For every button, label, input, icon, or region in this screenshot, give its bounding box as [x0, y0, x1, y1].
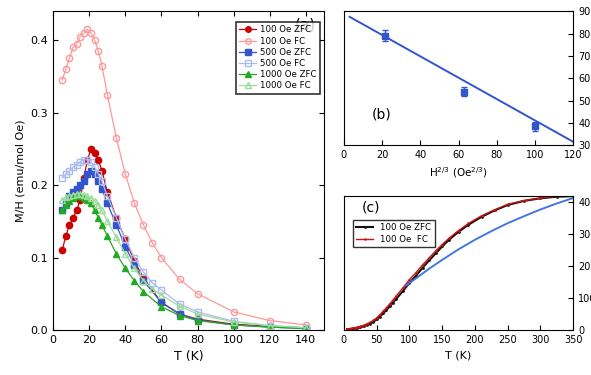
- 100 Oe  FC: [353, 325, 361, 330]
- 100 Oe ZFC: [432, 251, 439, 256]
- 100 Oe  FC: [350, 326, 357, 330]
- 100 Oe ZFC: [400, 289, 407, 293]
- 100 Oe ZFC: [439, 244, 446, 249]
- 100 Oe ZFC: [347, 327, 354, 331]
- 100 Oe  FC: [426, 256, 433, 260]
- 100 Oe ZFC: [478, 214, 485, 219]
- 100 Oe  FC: [455, 228, 462, 233]
- 100 Oe  FC: [360, 323, 367, 328]
- 100 Oe ZFC: [357, 325, 364, 329]
- 100 Oe ZFC: [465, 222, 472, 227]
- 100 Oe  FC: [537, 196, 544, 200]
- Text: (c): (c): [362, 200, 381, 214]
- 100 Oe  FC: [504, 202, 511, 207]
- 100 Oe ZFC: [353, 326, 361, 330]
- 100 Oe  FC: [445, 236, 452, 241]
- Legend: 100 Oe ZFC, 100 Oe FC, 500 Oe ZFC, 500 Oe FC, 1000 Oe ZFC, 1000 Oe FC: 100 Oe ZFC, 100 Oe FC, 500 Oe ZFC, 500 O…: [235, 22, 320, 94]
- 100 Oe  FC: [359, 324, 366, 328]
- 100 Oe ZFC: [504, 203, 511, 207]
- 100 Oe  FC: [370, 318, 377, 322]
- 100 Oe  FC: [379, 309, 387, 314]
- 100 Oe  FC: [406, 278, 413, 282]
- 100 Oe ZFC: [355, 325, 362, 330]
- X-axis label: T (K): T (K): [446, 350, 472, 360]
- 100 Oe ZFC: [521, 199, 528, 203]
- 100 Oe ZFC: [570, 194, 577, 198]
- 100 Oe ZFC: [537, 196, 544, 201]
- 100 Oe ZFC: [491, 208, 498, 213]
- 100 Oe ZFC: [386, 304, 393, 309]
- 100 Oe ZFC: [352, 326, 359, 330]
- 100 Oe  FC: [346, 327, 353, 331]
- 100 Oe  FC: [373, 316, 380, 320]
- 100 Oe  FC: [465, 221, 472, 226]
- 100 Oe ZFC: [379, 311, 387, 316]
- 100 Oe  FC: [363, 322, 371, 326]
- 100 Oe ZFC: [370, 320, 377, 324]
- 100 Oe ZFC: [359, 324, 366, 329]
- 100 Oe  FC: [521, 198, 528, 203]
- 100 Oe ZFC: [343, 327, 350, 332]
- Y-axis label: M/H (emu/mol Oe): M/H (emu/mol Oe): [15, 119, 25, 222]
- 100 Oe  FC: [393, 294, 400, 298]
- Text: (b): (b): [371, 107, 391, 121]
- 100 Oe  FC: [553, 194, 560, 199]
- 100 Oe  FC: [389, 298, 397, 302]
- 100 Oe  FC: [478, 214, 485, 218]
- 100 Oe ZFC: [393, 297, 400, 301]
- 100 Oe  FC: [419, 263, 426, 267]
- 100 Oe  FC: [439, 242, 446, 247]
- 100 Oe  FC: [347, 327, 354, 331]
- 100 Oe ZFC: [445, 238, 452, 242]
- 100 Oe ZFC: [366, 321, 374, 326]
- 100 Oe  FC: [383, 305, 390, 310]
- 100 Oe  FC: [386, 302, 393, 306]
- 100 Oe  FC: [491, 207, 498, 212]
- 100 Oe ZFC: [426, 258, 433, 263]
- 100 Oe ZFC: [389, 300, 397, 305]
- 100 Oe  FC: [343, 327, 350, 332]
- 100 Oe  FC: [400, 286, 407, 290]
- 100 Oe  FC: [357, 324, 364, 329]
- 100 Oe ZFC: [553, 195, 560, 199]
- 100 Oe  FC: [376, 312, 384, 317]
- 100 Oe ZFC: [363, 322, 371, 327]
- X-axis label: H$^{2/3}$ (Oe$^{2/3}$): H$^{2/3}$ (Oe$^{2/3}$): [429, 166, 488, 180]
- 100 Oe  FC: [413, 270, 420, 275]
- Line: 100 Oe  FC: 100 Oe FC: [346, 195, 574, 330]
- 100 Oe ZFC: [413, 273, 420, 278]
- 100 Oe ZFC: [348, 327, 355, 331]
- 100 Oe  FC: [432, 249, 439, 253]
- 100 Oe ZFC: [376, 314, 384, 319]
- 100 Oe ZFC: [346, 327, 353, 331]
- 100 Oe  FC: [570, 194, 577, 198]
- 100 Oe ZFC: [455, 230, 462, 234]
- Line: 100 Oe ZFC: 100 Oe ZFC: [346, 195, 574, 331]
- 100 Oe  FC: [348, 326, 355, 331]
- X-axis label: T (K): T (K): [174, 350, 203, 363]
- 100 Oe ZFC: [383, 308, 390, 312]
- 100 Oe ZFC: [406, 280, 413, 285]
- Text: (a): (a): [295, 18, 316, 33]
- 100 Oe ZFC: [373, 317, 380, 322]
- 100 Oe  FC: [355, 324, 362, 329]
- 100 Oe ZFC: [350, 326, 357, 331]
- 100 Oe ZFC: [419, 266, 426, 270]
- 100 Oe ZFC: [360, 324, 367, 328]
- Legend: 100 Oe ZFC, 100 Oe  FC: 100 Oe ZFC, 100 Oe FC: [353, 220, 435, 247]
- 100 Oe  FC: [366, 320, 374, 325]
- 100 Oe  FC: [352, 326, 359, 330]
